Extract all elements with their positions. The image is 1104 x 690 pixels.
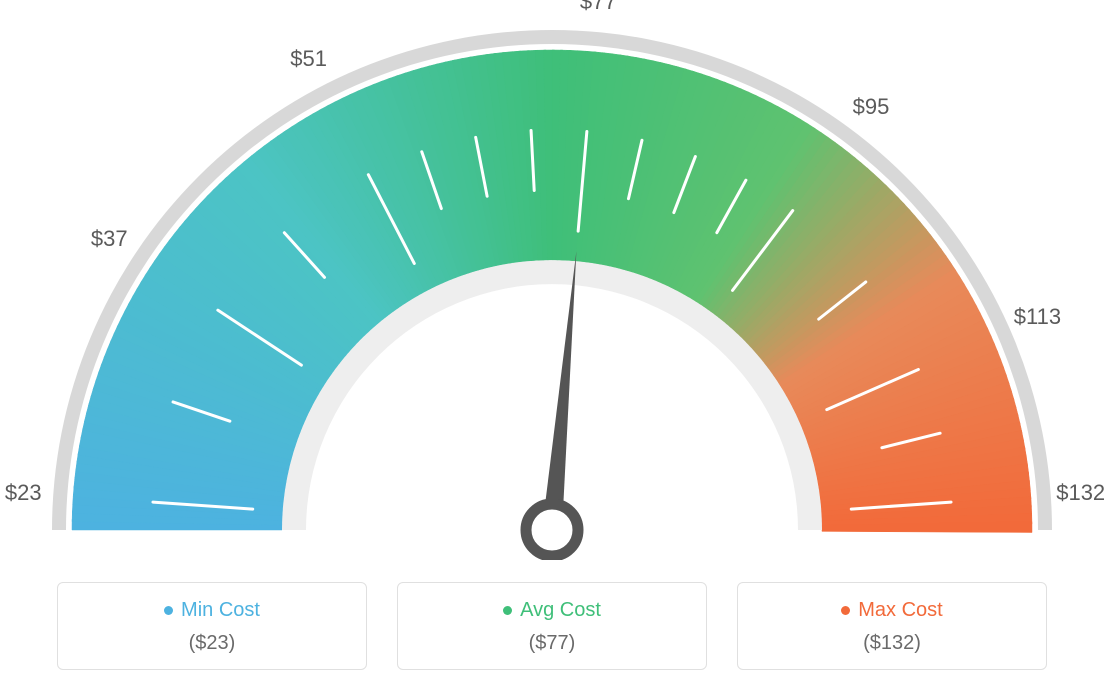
legend-title-min: Min Cost: [164, 599, 260, 622]
legend-label-min: Min Cost: [181, 599, 260, 622]
legend-card-avg: Avg Cost ($77): [397, 582, 707, 670]
gauge-chart: $23 $37 $51 $77 $95 $113 $132: [0, 0, 1104, 560]
gauge-tick-label: $113: [1014, 304, 1061, 330]
gauge-tick-label: $77: [580, 0, 617, 15]
legend-row: Min Cost ($23) Avg Cost ($77) Max Cost (…: [50, 582, 1054, 670]
legend-value-min: ($23): [58, 632, 366, 655]
legend-title-max: Max Cost: [841, 599, 942, 622]
gauge-tick-label: $51: [290, 46, 327, 72]
gauge-tick-label: $23: [5, 480, 42, 506]
gauge-tick-label: $95: [853, 94, 890, 120]
gauge-svg: [0, 0, 1104, 560]
legend-dot-min: [164, 606, 173, 615]
legend-value-max: ($132): [738, 632, 1046, 655]
legend-value-avg: ($77): [398, 632, 706, 655]
gauge-tick-label: $37: [91, 226, 128, 252]
legend-card-max: Max Cost ($132): [737, 582, 1047, 670]
gauge-tick-label: $132: [1056, 480, 1104, 506]
legend-dot-max: [841, 606, 850, 615]
legend-title-avg: Avg Cost: [503, 599, 601, 622]
legend-card-min: Min Cost ($23): [57, 582, 367, 670]
legend-label-avg: Avg Cost: [520, 599, 601, 622]
legend-label-max: Max Cost: [858, 599, 942, 622]
legend-dot-avg: [503, 606, 512, 615]
